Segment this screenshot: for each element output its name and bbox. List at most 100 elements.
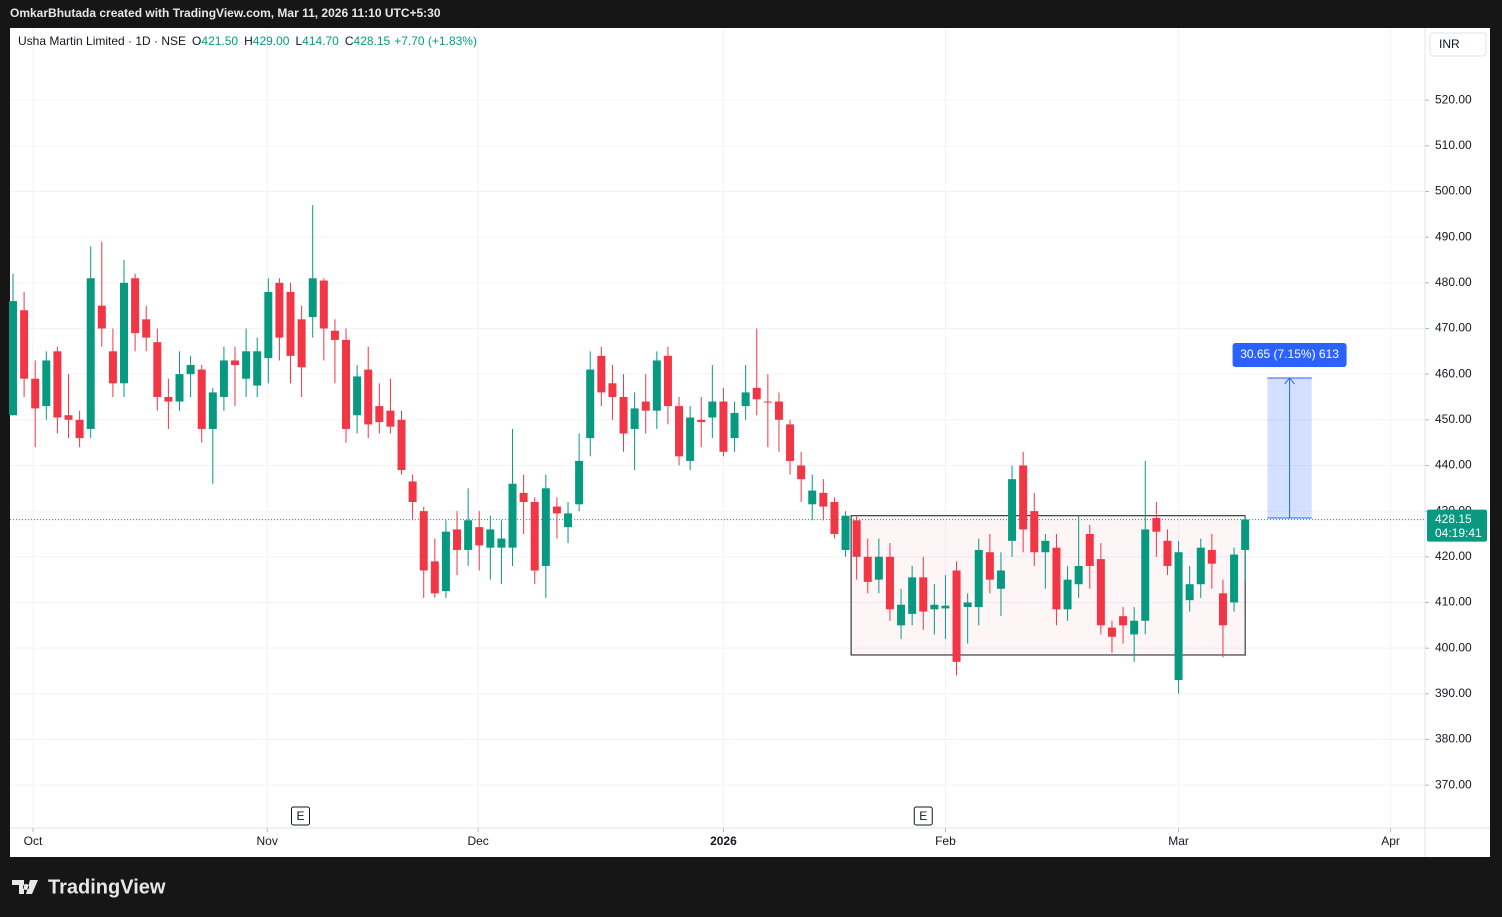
candle-body [1163, 540, 1172, 566]
candle-body [197, 369, 206, 429]
candle-body [1019, 465, 1028, 530]
candle-body [453, 529, 462, 550]
candle-body [464, 520, 473, 550]
y-tick-label: 400.00 [1435, 640, 1472, 654]
y-tick-label: 490.00 [1435, 229, 1472, 243]
candle-body [375, 406, 384, 423]
event-label: E [919, 809, 927, 823]
candle-body [53, 351, 62, 418]
plot: 30.65 (7.15%) 613 [8, 28, 1425, 828]
legend-item: O [192, 34, 201, 48]
candle-body [8, 301, 17, 416]
candle-body [1008, 479, 1017, 541]
candle-body [64, 415, 73, 420]
candle-body [874, 556, 883, 580]
countdown: 04:19:41 [1435, 526, 1482, 540]
candle-body [1230, 554, 1239, 603]
candle-body [86, 278, 95, 429]
logo-icon [12, 880, 38, 894]
candle-body [1074, 565, 1083, 585]
legend-item: 421.50 [201, 34, 238, 48]
candle-body [253, 351, 262, 386]
candle-body [142, 319, 151, 338]
legend-item: 414.70 [302, 34, 339, 48]
candle-body [408, 481, 417, 503]
candle-body [897, 604, 906, 626]
candle-body [42, 360, 51, 407]
currency-box[interactable] [1429, 32, 1487, 57]
candle-body [1141, 529, 1150, 621]
legend-item: 428.15 [354, 34, 391, 48]
candle-body [719, 401, 728, 452]
candle-body [974, 549, 983, 608]
candle-body [97, 305, 106, 329]
header: OmkarBhutada created with TradingView.co… [10, 6, 441, 20]
y-tick-label: 480.00 [1435, 275, 1472, 289]
event-marker [291, 806, 311, 826]
x-tick-label: Nov [257, 834, 278, 848]
candle-body [131, 278, 140, 334]
legend-item: H [244, 34, 253, 48]
candle-body [586, 369, 595, 439]
candle-body [741, 392, 750, 407]
candle-body [919, 577, 928, 612]
measure-label-box [1232, 343, 1347, 368]
candle-body [1196, 547, 1205, 585]
candle-body [20, 310, 29, 379]
candle-body [830, 502, 839, 534]
candle-body [1174, 552, 1183, 681]
currency: INR [1439, 37, 1460, 51]
x-tick-label: Mar [1168, 834, 1189, 848]
candle-body [353, 376, 362, 416]
candle-body [630, 408, 639, 429]
candle-body [564, 513, 573, 528]
candle-body [752, 387, 761, 400]
candle-body [297, 319, 306, 368]
candle-body [1085, 533, 1094, 566]
candle-body [120, 282, 129, 384]
candle-body [797, 465, 806, 480]
candle-body [1152, 517, 1161, 532]
candle-body [608, 383, 617, 397]
candle-body [686, 417, 695, 461]
candle-body [774, 401, 783, 420]
candle-body [419, 511, 428, 571]
candle-body [497, 538, 506, 548]
y-tick-label: 520.00 [1435, 92, 1472, 106]
y-tick-label: 380.00 [1435, 732, 1472, 746]
candle-body [1218, 593, 1227, 626]
candle-body [1063, 579, 1072, 610]
candle-body [1241, 519, 1250, 550]
candle-body [619, 396, 628, 434]
candle-body [930, 604, 939, 610]
candle-body [430, 561, 439, 594]
y-tick-label: 370.00 [1435, 777, 1472, 791]
candle-body [641, 401, 650, 411]
candle-body [652, 360, 661, 411]
candle-body [108, 351, 117, 384]
candle-body [663, 355, 672, 407]
candle-body [863, 556, 872, 582]
candle-body [552, 506, 561, 514]
x-tick-label: Dec [467, 834, 488, 848]
candle-body [75, 419, 84, 439]
x-tick-label: Oct [24, 834, 43, 848]
candle-body [597, 355, 606, 393]
measure-label: 30.65 (7.15%) 613 [1240, 347, 1339, 361]
candle-body [308, 278, 317, 318]
candle-body [175, 374, 184, 402]
candle-body [908, 577, 917, 614]
chart-panel [10, 28, 1490, 857]
y-tick-label: 500.00 [1435, 184, 1472, 198]
legend-item: Usha Martin Limited · 1D · NSE [18, 34, 186, 48]
candle-body [508, 483, 517, 548]
candle-body [153, 342, 162, 397]
candle-body [231, 360, 240, 366]
candle-body [186, 365, 195, 375]
candle-body [852, 520, 861, 557]
candle-body [219, 360, 228, 397]
candle-body [286, 291, 295, 356]
candle-body [319, 280, 328, 329]
